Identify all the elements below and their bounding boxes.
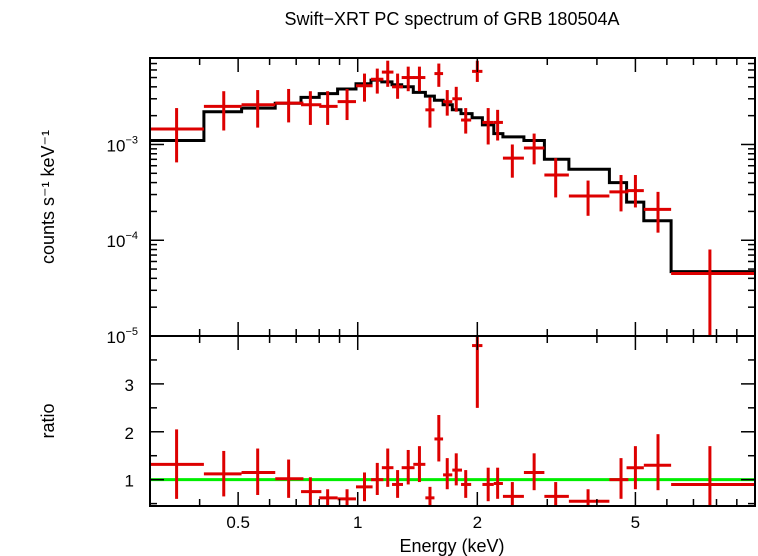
data-point xyxy=(434,63,444,87)
data-point xyxy=(401,66,415,92)
bottom-panel-frame xyxy=(149,335,756,507)
data-point xyxy=(241,448,276,495)
data-point xyxy=(150,108,204,163)
x-tick-label: 0.5 xyxy=(226,513,250,532)
x-tick-label: 5 xyxy=(631,513,640,532)
data-point xyxy=(568,489,610,506)
data-point xyxy=(544,482,569,506)
data-point xyxy=(643,191,672,233)
data-point xyxy=(493,109,503,141)
data-point xyxy=(452,86,462,112)
data-point xyxy=(413,446,426,483)
bottom-panel: 0.5 1 2 5 1 2 3 ratio Energy (keV) xyxy=(38,335,756,556)
y-tick-label: 10−3 xyxy=(107,134,138,155)
y-tick-label: 10−4 xyxy=(107,230,138,251)
data-point xyxy=(671,446,755,506)
top-y-axis-label: counts s⁻¹ keV⁻¹ xyxy=(38,130,58,264)
data-point xyxy=(413,66,426,92)
data-point xyxy=(203,91,242,131)
x-axis-label: Energy (keV) xyxy=(399,536,504,556)
data-point xyxy=(609,458,629,499)
data-point xyxy=(626,175,644,208)
data-point xyxy=(371,462,384,495)
x-tick-label: 2 xyxy=(473,513,482,532)
data-point xyxy=(671,249,755,336)
data-point xyxy=(482,108,494,145)
data-point xyxy=(241,90,276,128)
data-point xyxy=(443,90,453,116)
data-point xyxy=(355,472,373,502)
data-point xyxy=(425,486,435,506)
data-point xyxy=(203,450,242,497)
top-panel-ticks: 10−3 10−4 10−5 xyxy=(107,57,755,347)
data-point xyxy=(434,415,444,462)
data-point xyxy=(381,60,394,87)
data-point xyxy=(425,97,435,128)
data-point xyxy=(401,449,415,485)
ratio-data-points xyxy=(150,336,755,506)
data-point xyxy=(609,175,629,212)
chart-title: Swift−XRT PC spectrum of GRB 180504A xyxy=(285,9,620,29)
data-point xyxy=(568,180,610,216)
top-panel: 10−3 10−4 10−5 counts s⁻¹ keV⁻¹ xyxy=(38,57,756,347)
data-point xyxy=(392,73,403,99)
data-point xyxy=(493,467,503,499)
data-point xyxy=(544,158,569,198)
data-point xyxy=(461,108,472,134)
data-point xyxy=(301,477,322,506)
y-tick-label: 2 xyxy=(125,424,134,443)
y-tick-label: 3 xyxy=(125,376,134,395)
data-point xyxy=(319,489,338,506)
data-point xyxy=(301,91,322,125)
data-point xyxy=(392,470,403,498)
model-step-line xyxy=(150,78,755,274)
data-point xyxy=(337,489,356,506)
data-point xyxy=(643,434,672,491)
data-point xyxy=(319,91,338,125)
data-point xyxy=(337,88,356,121)
data-point xyxy=(523,133,545,165)
data-point xyxy=(355,73,373,102)
data-point xyxy=(482,467,494,502)
data-point xyxy=(150,429,204,499)
data-point xyxy=(502,482,524,506)
data-point xyxy=(371,68,384,94)
data-point xyxy=(523,453,545,491)
x-tick-label: 1 xyxy=(353,513,362,532)
data-point xyxy=(275,88,304,123)
bottom-y-axis-label: ratio xyxy=(38,403,58,438)
spectrum-data-points xyxy=(150,60,755,336)
data-point xyxy=(443,458,453,490)
data-point xyxy=(461,470,472,498)
y-tick-label: 10−5 xyxy=(107,326,138,347)
data-point xyxy=(452,453,462,486)
data-point xyxy=(381,448,394,487)
model-histogram xyxy=(150,78,755,274)
data-point xyxy=(275,459,304,498)
data-point xyxy=(626,446,644,490)
y-tick-label: 1 xyxy=(125,472,134,491)
data-point xyxy=(502,144,524,178)
